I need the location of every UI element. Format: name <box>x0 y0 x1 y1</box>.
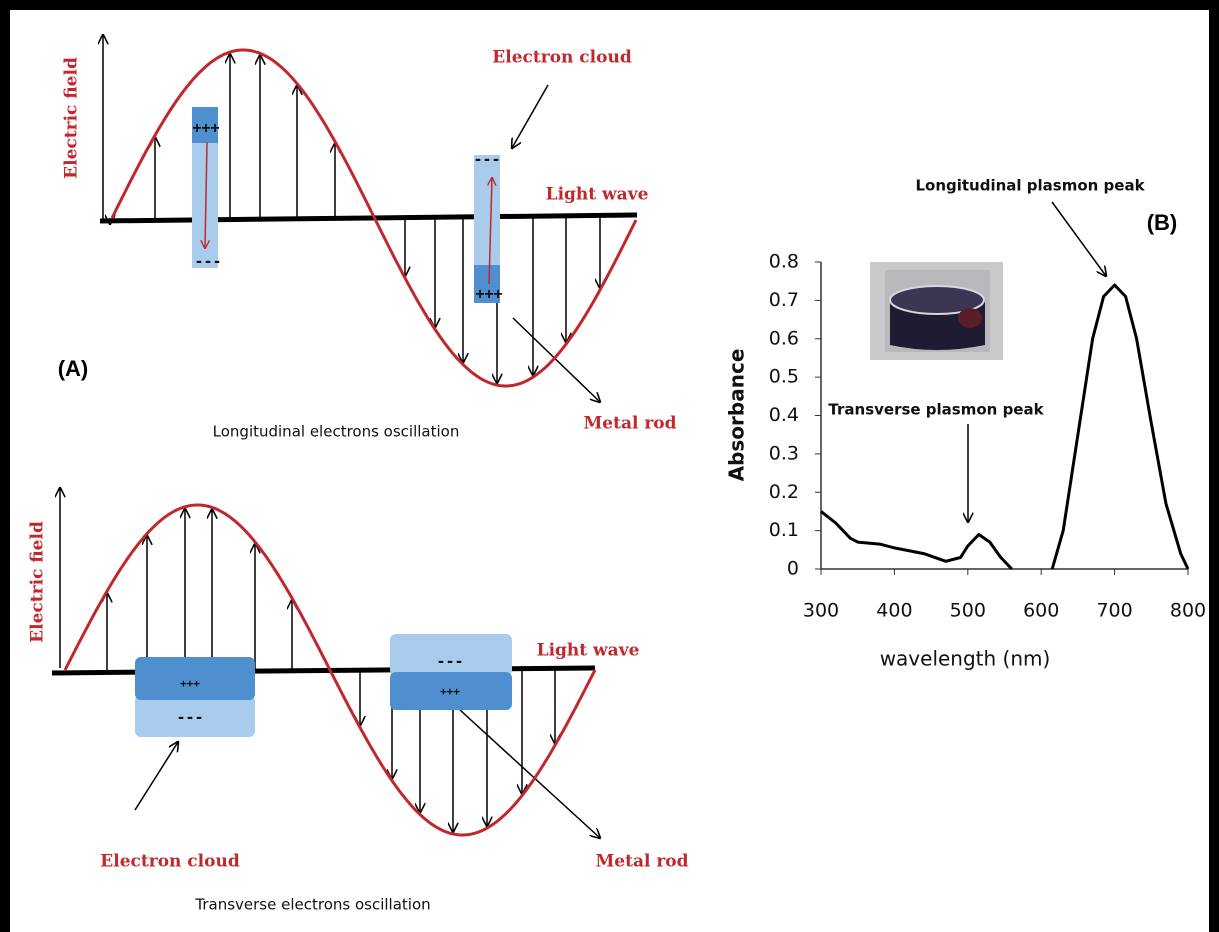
y-tick-label: 0.1 <box>769 519 799 541</box>
axis <box>99 212 638 224</box>
charge: --- <box>473 151 500 169</box>
x-tick-label: 700 <box>1096 600 1132 622</box>
charge: +++ <box>475 285 502 303</box>
panel-label: (B) <box>1147 210 1178 235</box>
charge: --- <box>194 253 221 271</box>
charge: --- <box>436 653 463 671</box>
arrow-layer <box>60 35 1106 838</box>
y-tick-label: 0.8 <box>769 251 799 273</box>
rod <box>390 634 512 676</box>
charge: --- <box>176 709 203 727</box>
x-axis-label: wavelength (nm) <box>880 647 1051 671</box>
charge: +++ <box>192 119 219 137</box>
rod-charge <box>135 657 255 700</box>
rod-charge <box>474 265 500 303</box>
inset-photo <box>870 262 1003 360</box>
x-tick-label: 400 <box>876 600 912 622</box>
arrow <box>134 742 178 811</box>
y-tick-label: 0.2 <box>769 481 799 503</box>
sine-wave <box>110 48 638 388</box>
arrow <box>459 709 600 838</box>
charge: +++ <box>180 677 200 690</box>
arrow <box>512 84 549 148</box>
y-tick-label: 0.6 <box>769 327 799 349</box>
rod-charge <box>390 672 512 710</box>
sine-wave <box>63 503 597 837</box>
label: Electron cloud <box>492 48 632 68</box>
x-tick-label: 500 <box>950 600 986 622</box>
absorbance-line <box>820 283 1190 571</box>
y-tick-label: 0.3 <box>769 442 799 464</box>
x-tick-label: 600 <box>1023 600 1059 622</box>
y-axis-label: Absorbance <box>725 349 749 482</box>
caption: Longitudinal electrons oscillation <box>213 423 460 441</box>
charge: +++ <box>440 685 460 698</box>
label: Light wave <box>546 185 649 205</box>
label: Light wave <box>537 641 640 661</box>
arrow <box>512 317 600 402</box>
y-tick-label: 0.5 <box>769 366 799 388</box>
y-tick-label: 0 <box>787 558 799 580</box>
red-arrow <box>205 141 207 248</box>
axis <box>51 665 596 676</box>
label: Electric field <box>62 57 82 179</box>
rod-charge <box>192 107 218 143</box>
arrow <box>1051 201 1106 276</box>
rod <box>135 695 255 737</box>
red-arrow <box>489 178 492 285</box>
y-tick-label: 0.4 <box>769 404 799 426</box>
x-tick-label: 800 <box>1170 600 1206 622</box>
label: Metal rod <box>595 852 688 872</box>
annotation: Transverse plasmon peak <box>828 401 1044 419</box>
label: Electric field <box>28 521 48 643</box>
caption: Transverse electrons oscillation <box>194 896 430 914</box>
y-tick-label: 0.7 <box>769 289 799 311</box>
annotation: Longitudinal plasmon peak <box>915 177 1145 195</box>
label: Metal rod <box>583 414 676 434</box>
x-tick-label: 300 <box>803 600 839 622</box>
label: Electron cloud <box>100 852 240 872</box>
panel-label: (A) <box>58 356 89 381</box>
